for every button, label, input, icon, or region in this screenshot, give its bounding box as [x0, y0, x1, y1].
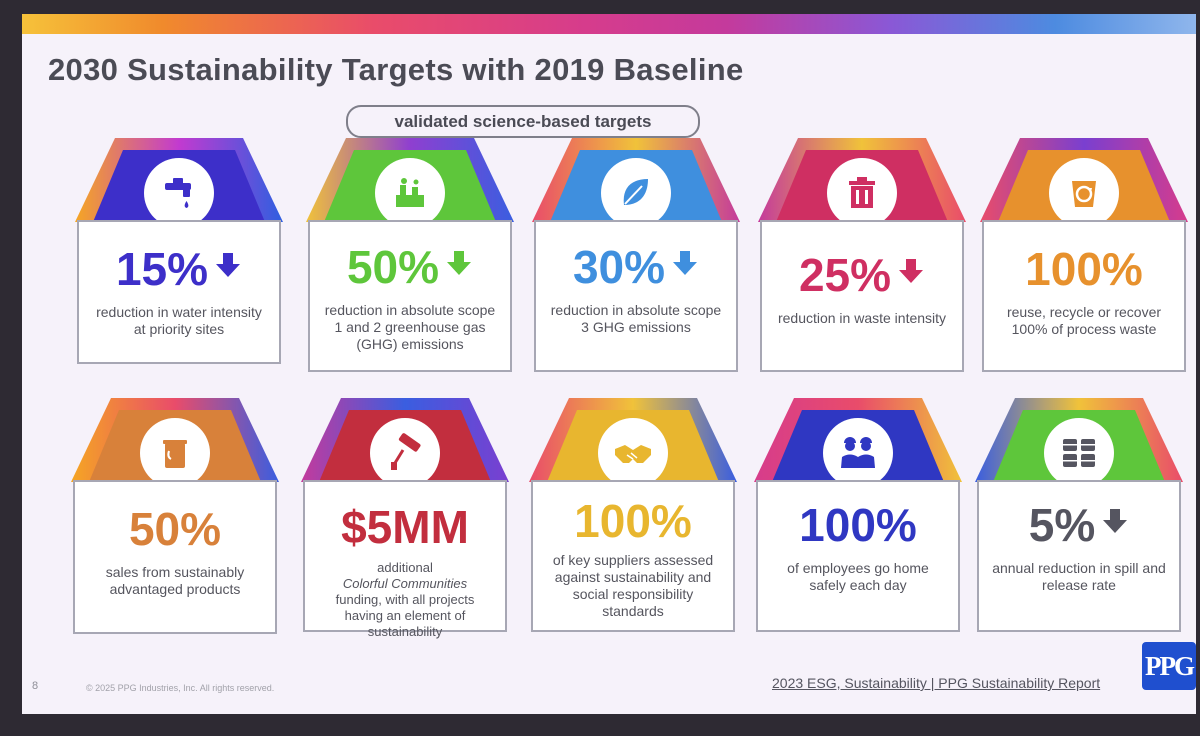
icon-circle	[370, 418, 440, 488]
water-tap-icon	[165, 178, 191, 208]
colorful-communities-label: Colorful Communities	[342, 576, 468, 591]
arrow-down-icon	[216, 253, 241, 277]
leaf-icon	[623, 179, 648, 205]
target-value: 100%	[799, 499, 917, 551]
card-body: 30% reduction in absolute scope 3 GHG em…	[534, 220, 738, 372]
arrow-down-icon	[673, 251, 698, 275]
slide-title: 2030 Sustainability Targets with 2019 Ba…	[48, 52, 744, 87]
target-description: reduction in waste intensity	[777, 310, 947, 326]
ppg-logo: PPG	[1142, 642, 1196, 690]
target-description: additional Colorful Communities funding,…	[315, 560, 495, 640]
card-body: $5MM additional Colorful Communities fun…	[303, 480, 507, 639]
icon-circle	[375, 158, 445, 228]
recycle-bin-icon	[1072, 181, 1096, 207]
target-description: reduction in absolute scope 3 GHG emissi…	[550, 302, 722, 335]
arrow-down-icon	[447, 251, 472, 275]
target-description: reduction in absolute scope 1 and 2 gree…	[324, 302, 496, 352]
icon-circle	[601, 158, 671, 228]
target-value: 50%	[310, 240, 510, 294]
target-value: 100%	[574, 495, 692, 547]
validated-targets-pill: validated science-based targets	[346, 105, 700, 138]
card-body: 5% annual reduction in spill and release…	[977, 480, 1181, 632]
target-value: 100%	[1025, 243, 1143, 295]
target-description: of employees go home safely each day	[787, 560, 929, 593]
card-body: 15% reduction in water intensity at prio…	[77, 220, 281, 364]
card-body: 100% reuse, recycle or recover 100% of p…	[982, 220, 1186, 372]
workers-icon	[841, 437, 875, 468]
icon-circle	[144, 158, 214, 228]
handshake-icon	[615, 445, 651, 463]
target-value: 30%	[536, 240, 736, 294]
target-value: 5%	[979, 498, 1179, 552]
icon-circle	[823, 418, 893, 488]
icon-circle	[827, 158, 897, 228]
target-description: reduction in water intensity at priority…	[96, 304, 262, 337]
card-body: 25% reduction in waste intensity	[760, 220, 964, 372]
trash-bin-icon	[849, 177, 875, 208]
target-description: reuse, recycle or recover 100% of proces…	[1006, 304, 1162, 337]
target-value: $5MM	[341, 501, 469, 553]
target-description: of key suppliers assessed against sustai…	[552, 552, 714, 619]
card-body: 100% of employees go home safely each da…	[756, 480, 960, 632]
description-line: funding, with all projects having an ele…	[335, 592, 475, 639]
icon-circle	[140, 418, 210, 488]
factory-emissions-icon	[396, 178, 424, 207]
target-value: 25%	[762, 248, 962, 302]
arrow-down-icon	[899, 259, 924, 283]
icon-circle	[1049, 158, 1119, 228]
target-value: 15%	[79, 242, 279, 296]
target-description: sales from sustainably advantaged produc…	[105, 564, 245, 597]
top-color-bar	[22, 14, 1196, 34]
card-body: 50% sales from sustainably advantaged pr…	[73, 480, 277, 634]
card-body: 100% of key suppliers assessed against s…	[531, 480, 735, 632]
report-link[interactable]: 2023 ESG, Sustainability | PPG Sustainab…	[772, 675, 1101, 691]
card-body: 50% reduction in absolute scope 1 and 2 …	[308, 220, 512, 372]
icon-circle	[1044, 418, 1114, 488]
slide: 2030 Sustainability Targets with 2019 Ba…	[22, 14, 1196, 714]
icon-circle	[598, 418, 668, 488]
page-number: 8	[32, 680, 39, 692]
description-line: additional	[377, 560, 433, 575]
copyright: © 2025 PPG Industries, Inc. All rights r…	[86, 683, 275, 693]
barrels-icon	[1063, 439, 1095, 467]
paint-roller-icon	[391, 433, 421, 470]
target-value: 50%	[128, 503, 222, 555]
target-description: annual reduction in spill and release ra…	[992, 560, 1166, 593]
arrow-down-icon	[1103, 509, 1128, 533]
paint-can-icon	[163, 440, 187, 468]
